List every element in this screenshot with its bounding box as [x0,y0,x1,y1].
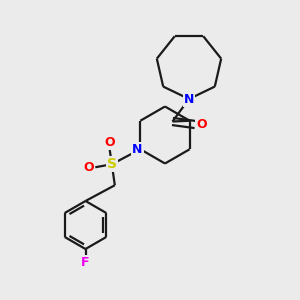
Text: N: N [132,143,142,156]
Text: O: O [196,118,207,131]
Text: N: N [184,92,194,106]
Text: O: O [83,161,94,174]
Text: S: S [107,157,117,171]
Text: O: O [104,136,115,149]
Text: F: F [81,256,90,269]
